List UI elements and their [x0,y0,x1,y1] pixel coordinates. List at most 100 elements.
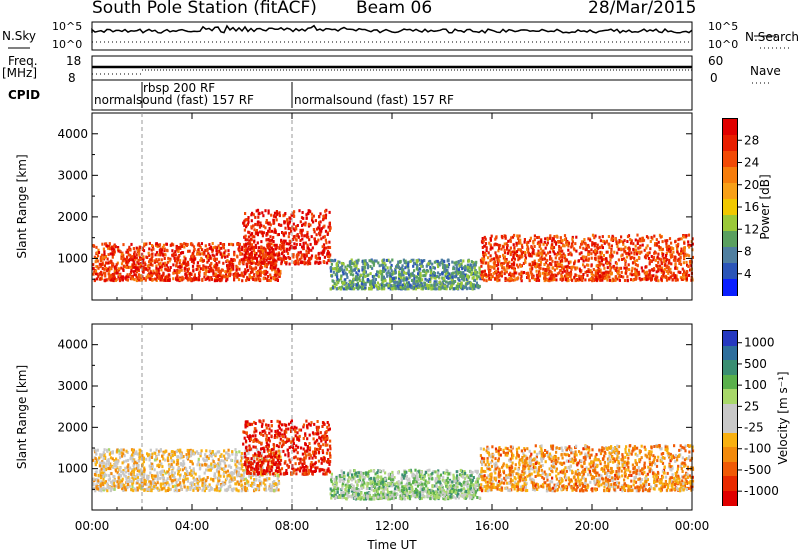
data-cell [318,229,321,233]
data-cell [235,465,238,469]
data-cell [496,276,499,279]
data-cell [459,284,462,288]
data-cell [155,448,158,452]
data-cell [208,243,211,247]
data-cell [136,473,139,477]
data-cell [574,273,577,277]
data-cell [520,252,523,256]
data-cell [397,265,400,269]
data-cell [483,235,486,239]
data-cell [138,256,142,260]
data-cell [142,460,145,464]
data-cell [485,275,488,279]
data-cell [115,271,118,275]
data-cell [134,477,137,480]
data-cell [587,251,591,255]
data-cell [343,268,346,272]
data-cell [587,237,590,241]
data-cell [299,257,302,261]
data-cell [382,258,385,262]
data-cell [254,488,258,492]
data-cell [665,278,669,282]
data-cell [109,261,112,265]
data-cell [485,279,488,283]
data-cell [495,264,498,267]
data-cell [303,256,306,260]
data-cell [345,273,348,276]
data-cell [319,212,322,216]
data-cell [252,456,255,460]
data-cell [344,278,347,282]
data-cell [589,269,592,273]
data-cell [288,231,291,235]
data-cell [156,486,159,490]
data-cell [534,262,537,266]
data-cell [487,261,490,265]
data-cell [111,273,114,277]
data-cell [104,274,107,278]
data-cell [254,262,258,266]
data-cell [551,239,554,243]
data-cell [513,246,516,250]
data-cell [238,259,241,263]
data-cell [364,286,367,290]
data-cell [360,274,363,277]
data-cell [590,272,593,276]
data-cell [602,271,605,275]
data-cell [523,251,527,254]
data-cell [305,235,309,239]
data-cell [113,265,116,269]
data-cell [119,483,122,486]
data-cell [638,237,641,241]
data-cell [506,244,509,247]
data-cell [220,455,223,458]
data-cell [204,272,207,276]
data-cell [108,247,111,251]
data-cell [368,259,371,263]
data-cell [676,247,679,251]
data-cell [433,260,436,264]
data-cell [102,461,105,465]
data-cell [597,255,600,259]
data-cell [120,454,124,458]
data-cell [281,244,284,248]
data-cell [495,271,498,275]
data-cell [137,273,141,277]
data-cell [659,235,662,239]
data-cell [402,258,405,262]
data-cell [446,284,449,288]
data-cell [266,245,269,249]
data-cell [662,269,665,273]
data-cell [293,261,296,265]
data-cell [193,255,196,259]
data-cell [219,462,222,466]
data-cell [311,218,314,222]
data-cell [681,249,684,253]
data-cell [569,260,572,264]
data-cell [107,261,110,265]
data-cell [361,278,365,282]
data-cell [588,250,591,254]
data-cell [554,260,557,264]
data-cell [347,285,350,289]
data-cell [231,262,234,266]
data-cell [122,243,125,247]
data-cell [394,270,397,274]
data-cell [685,260,688,264]
data-cell [338,278,341,282]
data-cell [414,287,418,291]
data-cell [642,269,646,273]
data-cell [234,463,237,467]
data-cell [539,272,542,276]
data-cell [292,235,295,239]
data-cell [140,468,143,472]
data-cell [240,454,243,458]
data-cell [201,463,204,467]
data-cell [560,277,563,281]
data-cell [438,281,441,284]
data-cell [609,269,612,273]
data-cell [263,487,266,491]
data-cell [613,250,616,254]
data-cell [252,248,255,252]
data-cell [339,287,342,291]
